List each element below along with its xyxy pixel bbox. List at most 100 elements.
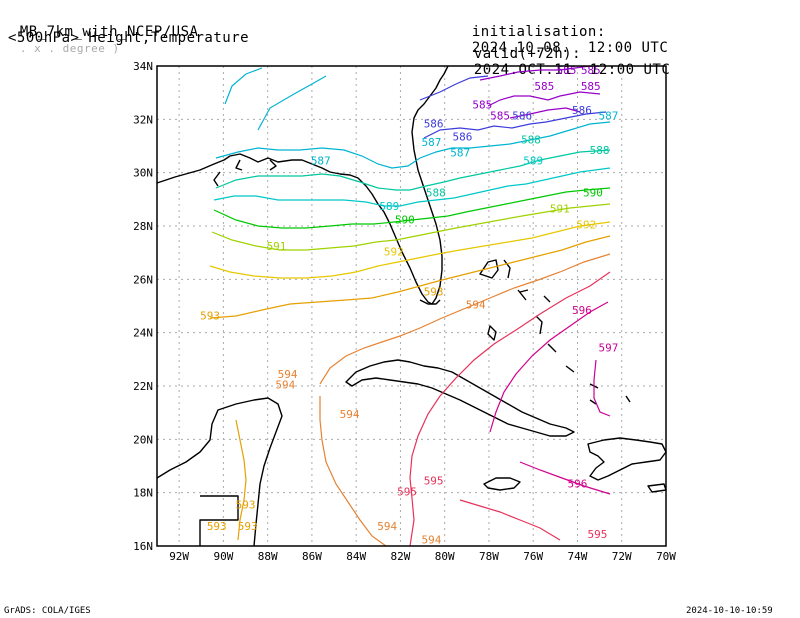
field-title: <500hPa> Height,Temperature: [8, 30, 250, 46]
contour-label: 593: [200, 309, 220, 322]
puerto-rico-line: [647, 483, 667, 493]
contour-label: 585: [472, 99, 492, 112]
contour-label: 594: [421, 533, 441, 546]
model-name: MB_7km_with_NCEP/USA: [19, 24, 199, 40]
lat-tick-label: 16N: [133, 540, 153, 553]
height-contours: [209, 65, 611, 547]
footer-credit: GrADS: COLA/IGES: [4, 606, 91, 616]
contour-label: 587: [450, 147, 470, 160]
lon-tick-label: 90W: [213, 550, 233, 563]
lon-tick-label: 78W: [479, 550, 499, 563]
contour-596-line: [489, 301, 611, 495]
contour-585-line: [479, 65, 601, 119]
contour-label: 594: [278, 368, 298, 381]
contour-label: 588: [426, 187, 446, 200]
contour-label: 592: [384, 245, 404, 258]
contour-label: 597: [599, 341, 619, 354]
contour-label: 595: [397, 485, 417, 498]
contour-label: 593: [207, 520, 227, 533]
contour-label: 588: [590, 144, 610, 157]
lon-tick-label: 74W: [568, 550, 588, 563]
lat-tick-label: 34N: [133, 60, 153, 73]
jamaica-line: [483, 477, 521, 491]
lon-tick-label: 84W: [346, 550, 366, 563]
lat-tick-label: 18N: [133, 487, 153, 500]
init-value: 2024.10.08. 12:00 UTC: [471, 40, 669, 56]
coastlines: [156, 65, 667, 547]
contour-594-line: [319, 253, 611, 547]
unit-note: . x . degree ): [19, 42, 120, 55]
contour-label: 594: [377, 520, 397, 533]
islands-line: [589, 383, 631, 405]
lon-tick-label: 82W: [390, 550, 410, 563]
lat-tick-label: 30N: [133, 167, 153, 180]
contour-label: 594: [275, 379, 295, 392]
contour-label: 590: [395, 213, 415, 226]
footer-generated: 2024-10-10-10:59: [686, 606, 773, 616]
contour-597-line: [593, 359, 611, 417]
contour-label: 593: [424, 285, 444, 298]
contour-label: 586: [452, 131, 472, 144]
contour-595-line: [409, 271, 611, 547]
cuba-line: [345, 359, 575, 437]
contour-587-line: [215, 67, 611, 169]
contour-label: 588: [521, 133, 541, 146]
lon-tick-label: 70W: [656, 550, 676, 563]
contour-label: 591: [550, 203, 570, 216]
lat-tick-label: 22N: [133, 380, 153, 393]
contour-label: 593: [238, 520, 258, 533]
lon-tick-label: 80W: [435, 550, 455, 563]
contour-label: 595: [424, 475, 444, 488]
contour-label: 585: [581, 64, 601, 77]
contour-label: 585: [490, 109, 510, 122]
contour-591-line: [211, 203, 611, 251]
contour-label: 589: [379, 200, 399, 213]
contour-label: 589: [523, 155, 543, 168]
contour-label: 587: [599, 109, 619, 122]
map-frame: [156, 65, 667, 547]
contour-588-line: [215, 149, 611, 191]
lat-tick-label: 28N: [133, 220, 153, 233]
contour-label: 596: [572, 304, 592, 317]
lat-tick-label: 20N: [133, 433, 153, 446]
hispaniola-line: [587, 437, 667, 481]
contour-589-line: [213, 167, 611, 207]
contour-label: 586: [424, 117, 444, 130]
contour-label: 594: [466, 299, 486, 312]
yucatan-line: [156, 397, 283, 547]
lon-tick-labels: 92W 90W 88W 86W 84W 82W 80W 78W 76W 74W 72W 70W: [169, 550, 676, 563]
lon-tick-label: 88W: [258, 550, 278, 563]
contour-593-line: [209, 235, 611, 541]
belize-line: [199, 495, 239, 546]
contour-label: 595: [587, 528, 607, 541]
lat-tick-labels: 34N 32N 30N 28N 26N 24N 22N 20N 18N 16N: [133, 60, 153, 553]
valid-label: valid(+72h):: [473, 46, 582, 62]
contour-586-line: [419, 75, 607, 139]
contour-label: 587: [311, 155, 331, 168]
bahamas-line: [479, 259, 575, 373]
contour-label: 587: [421, 136, 441, 149]
lat-tick-label: 32N: [133, 113, 153, 126]
lat-tick-label: 26N: [133, 273, 153, 286]
lon-tick-label: 72W: [612, 550, 632, 563]
contour-label: 592: [576, 219, 596, 232]
contour-592-line: [209, 221, 611, 279]
gulf-coast-line: [156, 65, 449, 305]
contour-label: 586: [572, 104, 592, 117]
lon-tick-label: 92W: [169, 550, 189, 563]
delta-line: [213, 159, 277, 187]
contour-label: 593: [236, 499, 256, 512]
init-label: initialisation:: [471, 24, 606, 40]
init-line: initialisation: 2024.10.08. 12:00 UTC: [454, 8, 668, 56]
florida-keys-line: [419, 299, 441, 305]
lat-tick-label: 24N: [133, 327, 153, 340]
contour-label: 586: [512, 109, 532, 122]
contour-label: 585: [581, 80, 601, 93]
contour-label: 594: [340, 408, 360, 421]
contour-label: 585: [534, 80, 554, 93]
contour-label: 596: [568, 477, 588, 490]
model-title: MB_7km_with_NCEP/USA . x . degree ): [2, 8, 198, 56]
lon-tick-label: 86W: [302, 550, 322, 563]
